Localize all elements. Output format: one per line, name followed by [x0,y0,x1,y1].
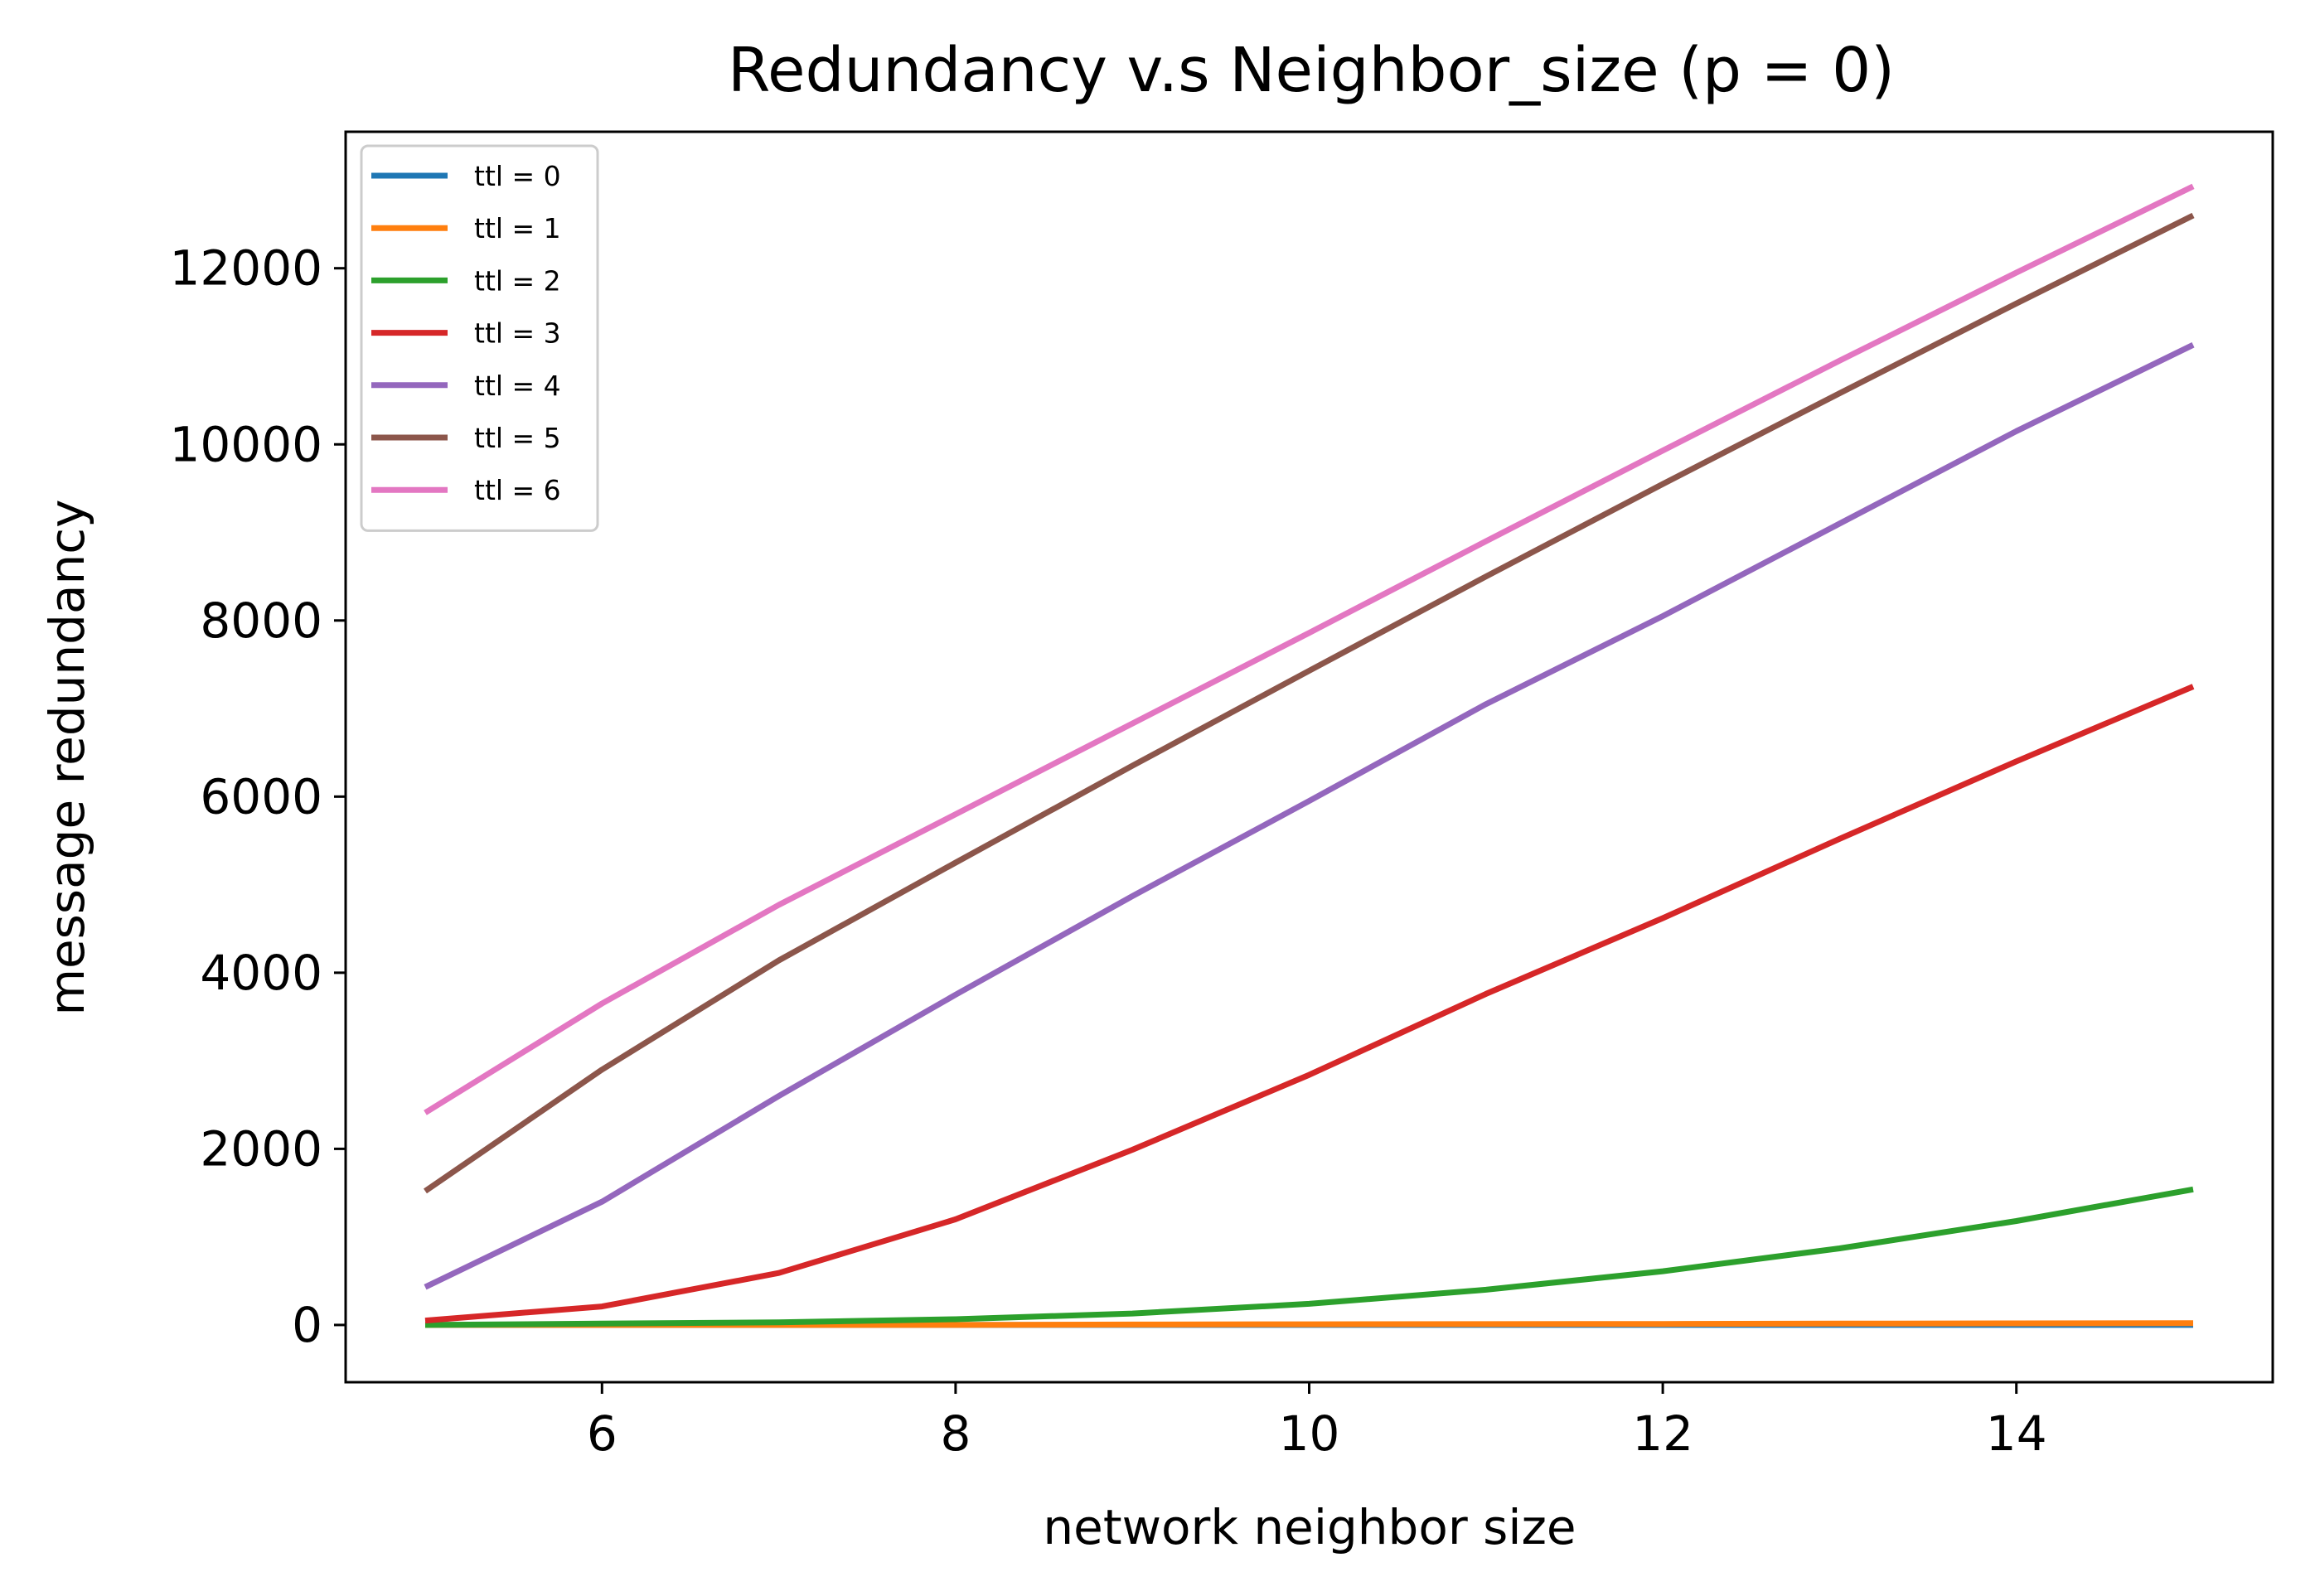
legend-label: ttl = 0 [474,160,561,192]
y-tick-label: 8000 [200,592,322,649]
legend-label: ttl = 3 [474,317,561,350]
x-tick-label: 14 [1986,1405,2047,1462]
series-line-ttl-3 [424,684,2195,1324]
y-axis: 0 2000 4000 6000 8000 10000 12000 [169,240,346,1353]
y-tick-label: 10000 [169,416,322,472]
legend-box [360,144,599,532]
series-layer [424,183,2195,1328]
legend-label: ttl = 2 [474,264,561,297]
y-tick-label: 6000 [200,768,322,825]
y-tick-label: 0 [292,1297,322,1353]
y-tick-label: 12000 [169,240,322,297]
legend-label: ttl = 1 [474,212,561,244]
series-line-ttl-6 [424,183,2195,1115]
x-tick-label: 12 [1632,1405,1693,1462]
x-axis: 6 8 10 12 14 [587,1382,2047,1462]
y-tick-label: 2000 [200,1120,322,1177]
series-line-ttl-5 [424,212,2195,1194]
y-tick-label: 4000 [200,945,322,1001]
x-tick-label: 10 [1279,1405,1340,1462]
series-line-ttl-4 [424,342,2195,1290]
x-tick-label: 8 [940,1405,971,1462]
legend-label: ttl = 5 [474,422,561,454]
y-axis-label: message redundancy [39,499,95,1015]
plot-background [346,132,2273,1382]
x-tick-label: 6 [587,1405,617,1462]
series-line-ttl-2 [424,1186,2194,1328]
legend-label: ttl = 6 [474,474,561,506]
legend: ttl = 0 ttl = 1 ttl = 2 ttl = 3 ttl = 4 ttl =… [360,144,599,532]
legend-label: ttl = 4 [474,370,561,402]
chart-title: Redundancy v.s Neighbor_size (p = 0) [728,35,1895,106]
plot-area [344,130,2274,1384]
x-axis-label: network neighbor size [1043,1499,1576,1555]
